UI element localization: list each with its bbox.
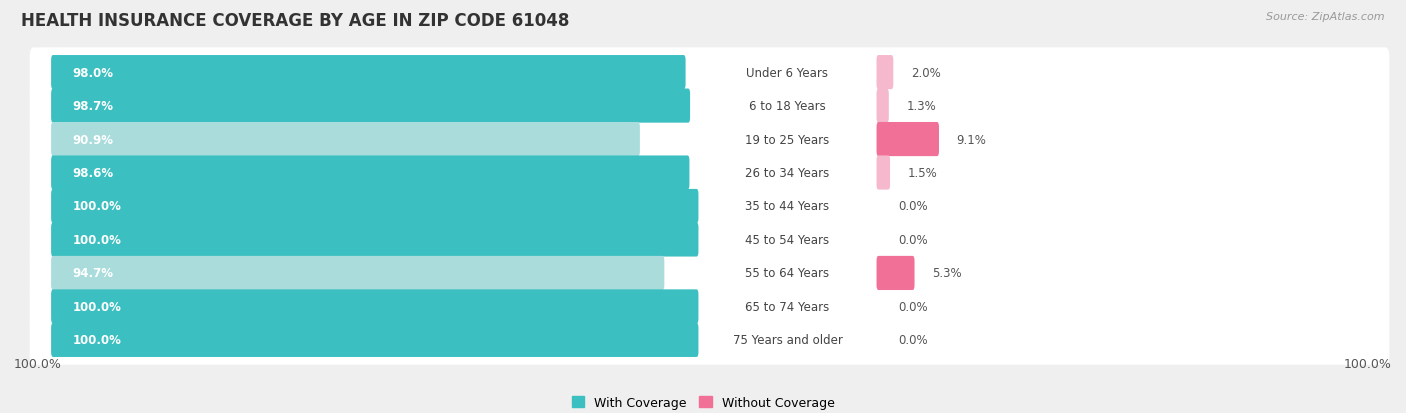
Text: 100.0%: 100.0% bbox=[73, 334, 121, 347]
Text: 100.0%: 100.0% bbox=[73, 300, 121, 313]
Text: 94.7%: 94.7% bbox=[73, 267, 114, 280]
FancyBboxPatch shape bbox=[30, 215, 1389, 265]
FancyBboxPatch shape bbox=[30, 182, 1389, 231]
FancyBboxPatch shape bbox=[30, 282, 1389, 331]
Text: Source: ZipAtlas.com: Source: ZipAtlas.com bbox=[1267, 12, 1385, 22]
Text: 65 to 74 Years: 65 to 74 Years bbox=[745, 300, 830, 313]
Text: 100.0%: 100.0% bbox=[73, 233, 121, 247]
Text: 0.0%: 0.0% bbox=[898, 334, 928, 347]
Text: 100.0%: 100.0% bbox=[1344, 357, 1392, 370]
Text: 5.3%: 5.3% bbox=[932, 267, 962, 280]
Text: 1.5%: 1.5% bbox=[908, 166, 938, 180]
FancyBboxPatch shape bbox=[30, 115, 1389, 164]
FancyBboxPatch shape bbox=[30, 82, 1389, 131]
Text: 35 to 44 Years: 35 to 44 Years bbox=[745, 200, 830, 213]
Text: 19 to 25 Years: 19 to 25 Years bbox=[745, 133, 830, 146]
Text: 26 to 34 Years: 26 to 34 Years bbox=[745, 166, 830, 180]
FancyBboxPatch shape bbox=[51, 256, 665, 290]
Text: 100.0%: 100.0% bbox=[14, 357, 62, 370]
FancyBboxPatch shape bbox=[876, 56, 893, 90]
FancyBboxPatch shape bbox=[30, 249, 1389, 298]
FancyBboxPatch shape bbox=[30, 48, 1389, 97]
Text: 45 to 54 Years: 45 to 54 Years bbox=[745, 233, 830, 247]
Text: 90.9%: 90.9% bbox=[73, 133, 114, 146]
FancyBboxPatch shape bbox=[30, 316, 1389, 365]
FancyBboxPatch shape bbox=[51, 56, 686, 90]
FancyBboxPatch shape bbox=[876, 156, 890, 190]
Text: 75 Years and older: 75 Years and older bbox=[733, 334, 842, 347]
Text: 1.3%: 1.3% bbox=[907, 100, 936, 113]
FancyBboxPatch shape bbox=[51, 290, 699, 324]
Text: 98.6%: 98.6% bbox=[73, 166, 114, 180]
FancyBboxPatch shape bbox=[51, 123, 640, 157]
Text: 98.7%: 98.7% bbox=[73, 100, 114, 113]
Text: 100.0%: 100.0% bbox=[73, 200, 121, 213]
FancyBboxPatch shape bbox=[876, 123, 939, 157]
Legend: With Coverage, Without Coverage: With Coverage, Without Coverage bbox=[567, 391, 839, 413]
FancyBboxPatch shape bbox=[51, 190, 699, 223]
Text: 98.0%: 98.0% bbox=[73, 66, 114, 79]
FancyBboxPatch shape bbox=[51, 156, 689, 190]
Text: HEALTH INSURANCE COVERAGE BY AGE IN ZIP CODE 61048: HEALTH INSURANCE COVERAGE BY AGE IN ZIP … bbox=[21, 12, 569, 30]
FancyBboxPatch shape bbox=[876, 256, 914, 290]
Text: 0.0%: 0.0% bbox=[898, 300, 928, 313]
FancyBboxPatch shape bbox=[30, 148, 1389, 198]
FancyBboxPatch shape bbox=[51, 89, 690, 123]
Text: 9.1%: 9.1% bbox=[956, 133, 987, 146]
Text: Under 6 Years: Under 6 Years bbox=[747, 66, 828, 79]
FancyBboxPatch shape bbox=[876, 89, 889, 123]
Text: 2.0%: 2.0% bbox=[911, 66, 941, 79]
Text: 6 to 18 Years: 6 to 18 Years bbox=[749, 100, 825, 113]
Text: 0.0%: 0.0% bbox=[898, 233, 928, 247]
Text: 55 to 64 Years: 55 to 64 Years bbox=[745, 267, 830, 280]
FancyBboxPatch shape bbox=[51, 223, 699, 257]
FancyBboxPatch shape bbox=[51, 323, 699, 357]
Text: 0.0%: 0.0% bbox=[898, 200, 928, 213]
